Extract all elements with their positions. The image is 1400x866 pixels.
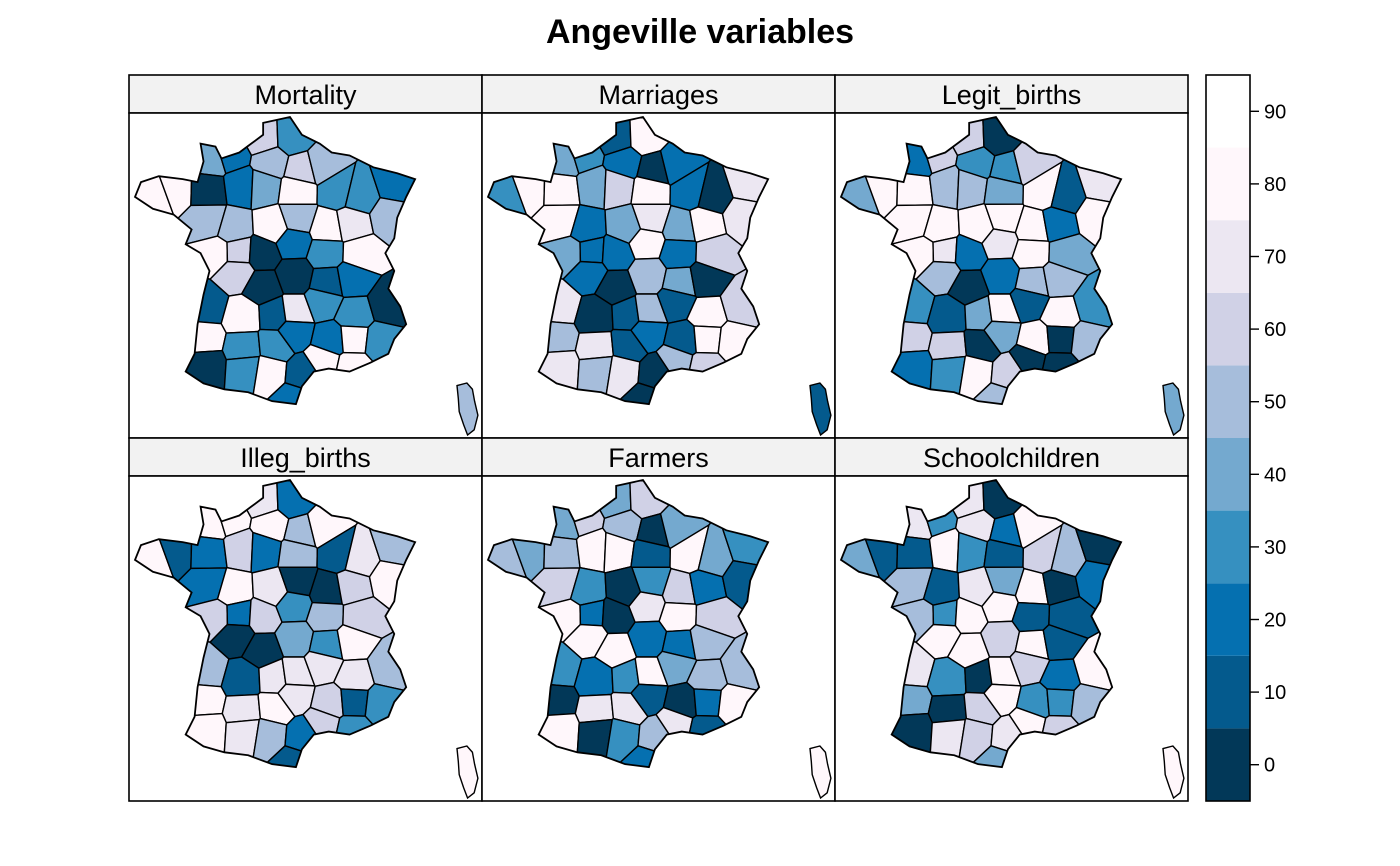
panel-illeg_births: Illeg_births [128, 437, 483, 802]
panel-schoolchildren: Schoolchildren [834, 437, 1189, 802]
strip-label: Legit_births [942, 80, 1082, 110]
colorbar-tick-label: 30 [1264, 537, 1286, 559]
colorbar-swatch [1206, 365, 1250, 438]
country-outline [839, 115, 1123, 406]
country-outline [133, 115, 417, 406]
colorbar-swatch [1206, 728, 1250, 801]
country-outline [486, 478, 770, 769]
colorbar-tick-label: 50 [1264, 392, 1286, 414]
colorbar-tick-label: 20 [1264, 610, 1286, 632]
strip [128, 437, 483, 477]
colorbar-tick-label: 80 [1264, 174, 1286, 196]
strip-label: Illeg_births [240, 443, 371, 473]
department [693, 325, 723, 354]
colorbar-frame [1205, 74, 1251, 802]
colorbar-swatch [1206, 510, 1250, 584]
colorbar-swatch [1206, 220, 1250, 293]
country-outline [839, 478, 1123, 769]
department [305, 238, 345, 270]
department [1046, 688, 1076, 717]
strip-label: Marriages [598, 80, 718, 110]
department [1011, 238, 1051, 270]
corsica [456, 745, 479, 800]
colorbar-swatch [1206, 292, 1250, 366]
colorbar-swatch [1206, 438, 1250, 511]
department [574, 693, 615, 724]
department [226, 599, 252, 627]
department [340, 688, 370, 717]
department [658, 238, 698, 270]
department [1046, 325, 1076, 354]
strip [834, 74, 1189, 114]
colorbar-tick-label: 90 [1264, 101, 1286, 123]
colorbar-tick-label: 60 [1264, 319, 1286, 341]
corsica [1162, 382, 1185, 437]
panel-legit_births: Legit_births [834, 74, 1189, 439]
department [579, 599, 605, 627]
department [226, 236, 252, 264]
colorbar-swatch [1206, 583, 1250, 656]
panel-farmers: Farmers [481, 437, 836, 802]
figure-title: Angeville variables [546, 13, 854, 51]
department [1011, 601, 1051, 633]
panel-mortality: Mortality [128, 74, 483, 439]
department [658, 601, 698, 633]
department [221, 330, 262, 361]
corsica [456, 382, 479, 437]
strip-label: Farmers [608, 443, 709, 473]
colorbar-tick-label: 10 [1264, 682, 1286, 704]
department [927, 693, 968, 724]
country-outline [486, 115, 770, 406]
department [579, 236, 605, 264]
department [693, 688, 723, 717]
department [932, 599, 958, 627]
strip-label: Mortality [254, 80, 357, 110]
colorbar-tick-label: 70 [1264, 247, 1286, 269]
colorbar: 0 10 20 30 40 50 60 70 80 90 [1205, 74, 1286, 802]
department [932, 236, 958, 264]
department [221, 693, 262, 724]
department [574, 330, 615, 361]
department [305, 601, 345, 633]
colorbar-swatch [1206, 147, 1250, 221]
country-outline [133, 478, 417, 769]
strip-label: Schoolchildren [923, 443, 1100, 473]
colorbar-swatch [1206, 655, 1250, 729]
department [927, 330, 968, 361]
strip [128, 74, 483, 114]
strip [481, 74, 836, 114]
panel-marriages: Marriages [481, 74, 836, 439]
colorbar-tick-label: 40 [1264, 464, 1286, 486]
corsica [809, 382, 832, 437]
department [340, 325, 370, 354]
corsica [809, 745, 832, 800]
panel-grid: Mortality Marriages Legit_births Illeg_birt… [128, 74, 1189, 802]
corsica [1162, 745, 1185, 800]
colorbar-tick-label: 0 [1264, 755, 1275, 777]
